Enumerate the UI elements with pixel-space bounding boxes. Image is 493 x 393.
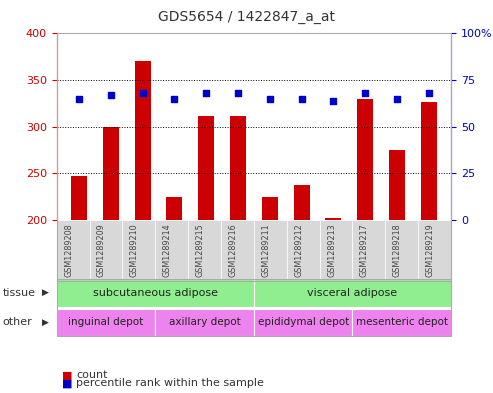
Text: percentile rank within the sample: percentile rank within the sample [76, 378, 264, 388]
Point [393, 95, 401, 102]
Text: GSM1289211: GSM1289211 [261, 224, 270, 277]
Text: GSM1289209: GSM1289209 [97, 224, 106, 277]
Bar [357, 99, 373, 220]
Text: tissue: tissue [2, 288, 35, 298]
Text: GSM1289219: GSM1289219 [425, 224, 435, 277]
Bar [230, 116, 246, 220]
Bar [71, 176, 87, 220]
Bar [262, 197, 278, 220]
Text: other: other [2, 317, 32, 327]
Bar [421, 103, 437, 220]
Text: GSM1289212: GSM1289212 [294, 224, 303, 277]
Bar [389, 150, 405, 220]
Text: axillary depot: axillary depot [169, 317, 241, 327]
Text: GSM1289215: GSM1289215 [196, 224, 205, 277]
Text: GSM1289210: GSM1289210 [130, 224, 139, 277]
Text: GSM1289216: GSM1289216 [228, 224, 238, 277]
Point [425, 90, 433, 96]
Point [75, 95, 83, 102]
Text: GDS5654 / 1422847_a_at: GDS5654 / 1422847_a_at [158, 10, 335, 24]
Point [171, 95, 178, 102]
Point [298, 95, 306, 102]
Point [234, 90, 242, 96]
Point [266, 95, 274, 102]
Bar [325, 218, 341, 220]
Bar [294, 185, 310, 220]
Text: ■: ■ [62, 378, 72, 388]
Bar [167, 197, 182, 220]
Text: epididymal depot: epididymal depot [257, 317, 349, 327]
Text: mesenteric depot: mesenteric depot [356, 317, 448, 327]
Text: subcutaneous adipose: subcutaneous adipose [93, 288, 218, 298]
Text: GSM1289213: GSM1289213 [327, 224, 336, 277]
Text: ▶: ▶ [42, 318, 49, 327]
Point [107, 92, 115, 98]
Bar [135, 61, 150, 220]
Text: ▶: ▶ [42, 288, 49, 297]
Text: GSM1289214: GSM1289214 [163, 224, 172, 277]
Text: GSM1289217: GSM1289217 [360, 224, 369, 277]
Point [329, 97, 337, 104]
Text: ■: ■ [62, 370, 72, 380]
Text: GSM1289208: GSM1289208 [64, 224, 73, 277]
Point [361, 90, 369, 96]
Text: GSM1289218: GSM1289218 [393, 224, 402, 277]
Point [202, 90, 210, 96]
Point [139, 90, 146, 96]
Text: visceral adipose: visceral adipose [308, 288, 397, 298]
Bar [103, 127, 119, 220]
Bar [198, 116, 214, 220]
Text: count: count [76, 370, 108, 380]
Text: inguinal depot: inguinal depot [69, 317, 143, 327]
